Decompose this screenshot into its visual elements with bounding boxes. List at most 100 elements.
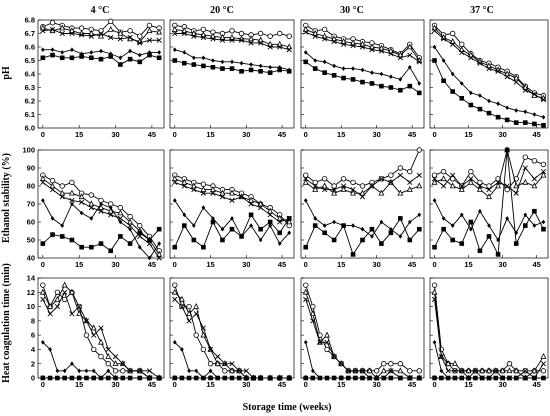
data-point [172,339,177,345]
data-point [146,22,153,29]
data-point [98,32,104,39]
x-tick-label: 45 [148,380,156,389]
data-point [468,102,474,108]
data-point [98,338,104,345]
data-point [407,179,413,186]
panel-pH-0: 6.0 6.1 6.2 6.3 6.4 6.5 6.6 6.7 6.8 0 15 30 45 [25,16,165,139]
data-point [486,110,492,116]
data-point [193,302,200,309]
data-point [201,244,206,250]
data-point [120,375,126,381]
data-point [507,375,512,381]
data-point [172,198,177,203]
series-triangle-open [431,146,547,200]
panel-hct-1: 0 15 30 45 [169,277,295,389]
data-point [449,38,456,44]
data-point [514,108,519,113]
data-point [378,189,385,196]
data-point [178,295,185,302]
data-point [193,311,199,317]
x-tick-label: 0 [304,130,308,139]
data-point [277,67,282,73]
data-point [366,367,373,374]
data-point [190,182,197,189]
data-point [495,68,501,74]
data-point [98,325,104,331]
panel-ethanol-1: 0 15 30 45 [169,149,295,269]
data-point [312,33,318,39]
data-point [49,20,56,26]
data-point [450,172,456,178]
data-point [313,58,318,63]
data-point [40,375,46,381]
data-point [487,223,491,228]
data-point [112,353,119,360]
data-point [186,303,192,310]
data-point [68,189,75,196]
data-point [98,353,104,360]
data-point [479,367,486,374]
data-point [359,368,366,374]
data-point [398,234,403,239]
data-point [313,216,318,221]
data-point [369,183,375,189]
data-point [40,55,46,61]
data-point [78,32,85,38]
data-point [388,51,394,57]
plot-frame [300,277,425,379]
y-tick-label: 14 [27,274,36,283]
data-point [469,90,473,96]
series-line [305,299,420,379]
data-point [186,375,192,381]
y-tick-label: 10 [27,302,35,311]
data-point [532,112,537,117]
data-point [514,230,519,236]
data-point [91,375,97,381]
x-tick-label: 30 [111,380,119,389]
series-square [303,216,422,257]
data-point [450,71,455,77]
data-point [69,375,75,381]
data-point [98,241,104,246]
data-point [229,28,235,34]
data-point [522,87,528,93]
data-point [69,311,75,317]
data-point [302,25,309,32]
data-point [417,212,422,218]
y-tick-label: 70 [27,200,35,209]
data-point [322,70,327,75]
data-point [513,241,519,246]
data-point [50,216,55,221]
data-point [88,204,94,211]
data-point [332,63,336,69]
x-tick-label: 45 [148,130,156,139]
y-tick-label: 90 [27,164,35,173]
data-point [229,375,235,381]
data-point [379,83,384,89]
data-point [532,121,537,127]
data-point [127,368,133,374]
data-point [513,375,519,381]
data-point [286,33,292,39]
data-point [416,375,422,381]
data-point [267,44,273,50]
data-point [248,196,255,203]
data-point [69,30,75,37]
data-point [513,79,519,85]
data-point [341,75,346,81]
data-point [47,302,54,309]
data-point [322,36,328,42]
data-point [98,375,104,381]
data-point [127,218,134,225]
data-point [179,375,185,381]
data-point [243,368,249,374]
data-point [230,216,234,221]
data-point [459,241,465,246]
data-point [513,74,520,81]
data-point [127,375,133,381]
data-point [369,47,375,53]
data-point [324,339,330,345]
data-point [504,183,510,189]
data-point [249,223,253,228]
panel-title-30c: 30 °C [340,5,364,16]
